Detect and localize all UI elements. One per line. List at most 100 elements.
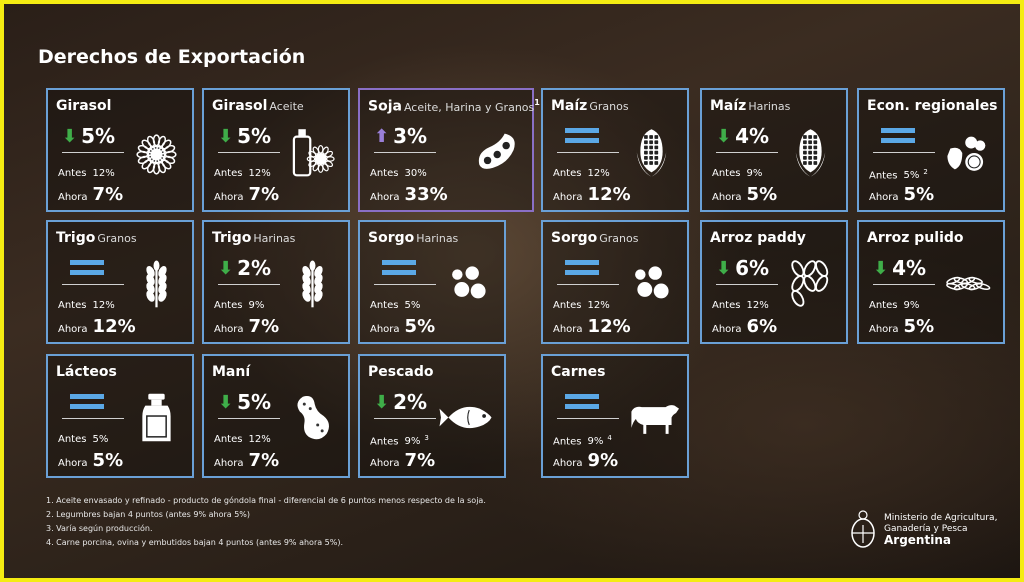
card-subtitle: Harinas: [416, 232, 459, 245]
after-row: Ahora 12%: [553, 316, 631, 337]
before-label: Antes: [553, 300, 582, 311]
arrow-down-icon: ⬇: [716, 257, 732, 279]
arrow-down-icon: ⬇: [62, 125, 78, 147]
before-label: Antes: [214, 300, 243, 311]
divider: [873, 152, 935, 153]
after-row: Ahora 7%: [58, 184, 123, 205]
after-row: Ahora 5%: [370, 316, 435, 337]
before-label: Antes: [869, 300, 898, 311]
change-percent: 4%: [892, 256, 927, 280]
change-value: ⬇ 6%: [716, 256, 769, 280]
before-label: Antes: [869, 170, 898, 182]
card-title: Maní: [212, 364, 251, 380]
divider: [218, 418, 280, 419]
equal-icon: [565, 394, 599, 410]
card-11: Arroz pulido ⬇ 4% Antes 9% Ahora 5%: [857, 220, 1005, 344]
after-label: Ahora: [214, 324, 244, 335]
card-name: Carnes: [551, 364, 607, 380]
after-label: Ahora: [869, 324, 899, 335]
after-value: 5%: [746, 184, 778, 205]
footnote-ref: 1: [534, 98, 540, 107]
before-value: 9%: [746, 168, 763, 179]
card-6: Trigo Granos Antes 12% Ahora 12%: [46, 220, 194, 344]
wheat-icon: [302, 260, 323, 308]
arrow-down-icon: ⬇: [873, 257, 889, 279]
after-label: Ahora: [58, 324, 88, 335]
after-label: Ahora: [370, 324, 400, 335]
card-subtitle: Aceite: [269, 100, 304, 113]
card-12: Lácteos Antes 5% Ahora 5%: [46, 354, 194, 478]
after-value: 12%: [92, 316, 136, 337]
before-row: Antes 9%: [712, 168, 762, 179]
equal-icon: [565, 128, 599, 144]
after-value: 7%: [248, 316, 280, 337]
before-row: Antes 9% 4: [553, 434, 612, 447]
before-row: Antes 9%: [869, 300, 919, 311]
corn-icon: [635, 129, 668, 177]
after-row: Ahora 7%: [214, 184, 279, 205]
change-value: ⬇ 5%: [218, 124, 271, 148]
before-label: Antes: [553, 168, 582, 179]
card-title: Econ. regionales: [867, 98, 998, 114]
rice-pile-icon: [946, 276, 991, 291]
peanut-icon: [297, 396, 329, 440]
card-subtitle: Aceite, Harina y Granos: [403, 100, 535, 114]
soybean-icon: [478, 133, 515, 169]
before-row: Antes 30%: [370, 168, 427, 179]
before-row: Antes 9% 3: [370, 434, 429, 447]
after-value: 7%: [92, 184, 124, 205]
after-value: 5%: [404, 316, 436, 337]
card-title: Girasol: [212, 98, 268, 114]
card-subtitle: Granos: [599, 232, 639, 245]
card-name: Arroz paddy: [710, 230, 808, 246]
before-row: Antes 12%: [214, 168, 271, 179]
after-label: Ahora: [553, 192, 583, 203]
card-subtitle: Granos: [589, 100, 629, 113]
before-label: Antes: [370, 300, 399, 311]
card-name: Arroz pulido: [867, 230, 966, 246]
card-subtitle: Harinas: [748, 100, 791, 113]
card-15: Carnes Antes 9% 4 Ahora 9%: [541, 354, 689, 478]
change-value: ⬇ 4%: [873, 256, 926, 280]
before-label: Antes: [553, 436, 582, 448]
after-row: Ahora 5%: [712, 184, 777, 205]
card-title: Girasol: [56, 98, 112, 114]
change-value: ⬆ 3%: [374, 124, 427, 148]
card-name: Econ. regionales: [867, 98, 1000, 114]
after-row: Ahora 12%: [58, 316, 136, 337]
after-row: Ahora 6%: [712, 316, 777, 337]
after-value: 5%: [903, 184, 935, 205]
before-row: Antes 5% 2: [869, 168, 928, 181]
card-1: Girasol Aceite ⬇ 5% Antes 12% Ahora 7%: [202, 88, 350, 212]
ministry-line-1: Ministerio de Agricultura,: [884, 512, 998, 523]
equal-icon: [565, 260, 599, 276]
change-value: ⬇ 2%: [374, 390, 427, 414]
before-row: Antes 12%: [712, 300, 769, 311]
before-value: 9%: [404, 436, 421, 448]
oil-bottle-sunflower-icon: [292, 129, 335, 177]
card-subtitle: Granos: [97, 232, 137, 245]
change-percent: 5%: [237, 390, 272, 414]
fruits-icon: [947, 136, 986, 171]
after-value: 7%: [248, 450, 280, 471]
before-label: Antes: [370, 436, 399, 448]
card-title: Carnes: [551, 364, 606, 380]
change-percent: 2%: [237, 256, 272, 280]
divider: [716, 152, 778, 153]
card-0: Girasol ⬇ 5% Antes 12% Ahora 7%: [46, 88, 194, 212]
after-label: Ahora: [370, 192, 400, 203]
after-label: Ahora: [712, 324, 742, 335]
arrow-down-icon: ⬇: [716, 125, 732, 147]
ministry-line-2: Ganadería y Pesca: [884, 523, 968, 534]
card-name: Soja Aceite, Harina y Granos1: [368, 98, 540, 115]
ministry-country: Argentina: [884, 532, 951, 547]
after-row: Ahora 7%: [214, 450, 279, 471]
before-label: Antes: [58, 168, 87, 179]
divider: [62, 152, 124, 153]
before-label: Antes: [214, 434, 243, 445]
before-row: Antes 9%: [214, 300, 264, 311]
divider: [716, 284, 778, 285]
divider: [218, 152, 280, 153]
equal-icon: [70, 260, 104, 276]
before-label: Antes: [712, 300, 741, 311]
